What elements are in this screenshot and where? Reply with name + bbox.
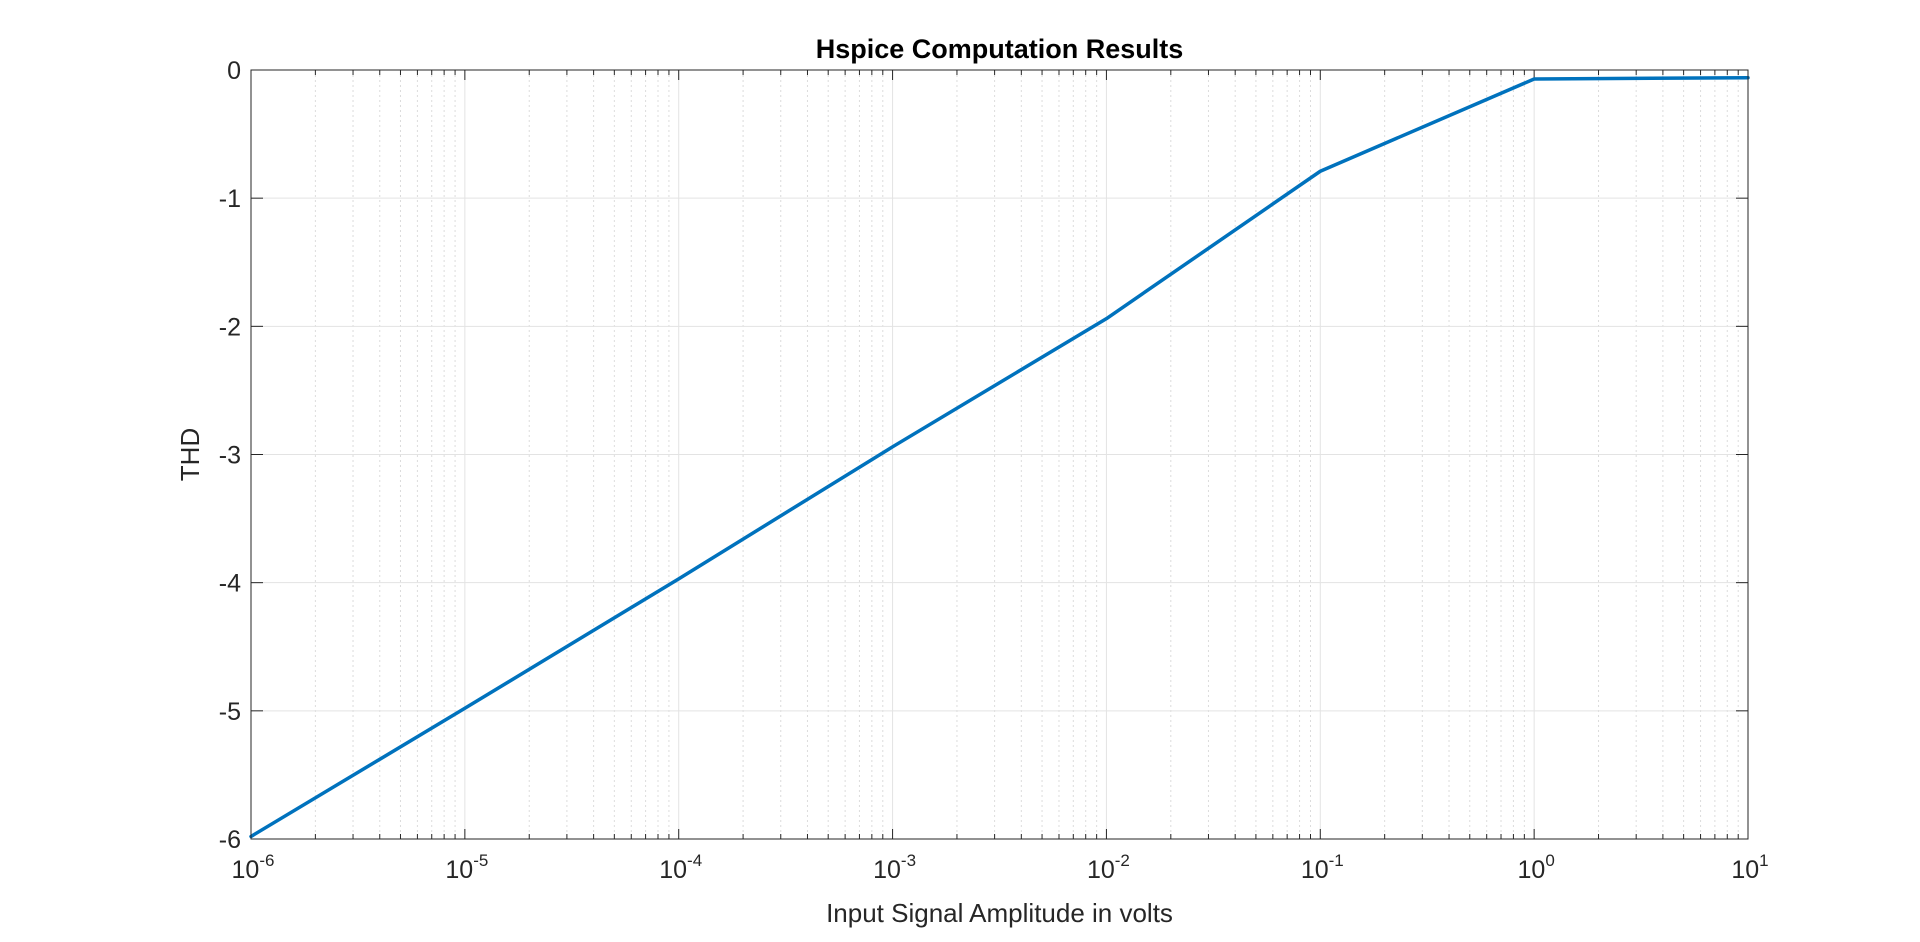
y-tick-label: -1: [219, 185, 241, 213]
x-tick-base: 10: [1731, 856, 1759, 884]
y-axis-title: THD: [175, 428, 205, 481]
y-tick-labels: 0 -1 -2 -3 -4 -5 -6: [219, 57, 241, 854]
x-tick-label: 10-3: [873, 851, 916, 884]
x-tick-exponent: -4: [687, 851, 702, 870]
x-tick-base: 10: [445, 856, 473, 884]
x-tick-label: 10-6: [232, 851, 275, 884]
x-tick-base: 10: [1518, 856, 1546, 884]
x-tick-exponent: -3: [901, 851, 916, 870]
x-tick-base: 10: [873, 856, 901, 884]
x-tick-label: 100: [1518, 851, 1555, 884]
y-tick-label: -6: [219, 826, 241, 854]
x-tick-exponent: -6: [259, 851, 274, 870]
x-tick-labels: 10-6 10-5 10-4 10-3 10-2 10-1 100 101: [232, 851, 1769, 884]
x-tick-exponent: 1: [1759, 851, 1768, 870]
y-tick-label: -3: [219, 442, 241, 470]
x-tick-exponent: -1: [1329, 851, 1344, 870]
series-layer: [249, 75, 1750, 839]
x-tick-exponent: 0: [1545, 851, 1554, 870]
x-tick-label: 10-1: [1301, 851, 1344, 884]
x-tick-exponent: -5: [473, 851, 488, 870]
x-tick-base: 10: [659, 856, 687, 884]
y-tick-label: 0: [227, 57, 241, 85]
x-tick-label: 10-2: [1087, 851, 1130, 884]
x-tick-base: 10: [232, 856, 260, 884]
x-tick-label: 10-5: [445, 851, 488, 884]
x-axis-title: Input Signal Amplitude in volts: [826, 898, 1173, 928]
x-tick-label: 101: [1731, 851, 1768, 884]
x-tick-base: 10: [1301, 856, 1329, 884]
chart-title: Hspice Computation Results: [816, 34, 1184, 64]
x-tick-label: 10-4: [659, 851, 702, 884]
x-tick-exponent: -2: [1115, 851, 1130, 870]
x-tick-base: 10: [1087, 856, 1115, 884]
y-tick-label: -2: [219, 313, 241, 341]
series-line: [249, 75, 1750, 839]
y-tick-label: -5: [219, 698, 241, 726]
y-tick-label: -4: [219, 570, 241, 598]
plot-frame: [250, 69, 1749, 840]
